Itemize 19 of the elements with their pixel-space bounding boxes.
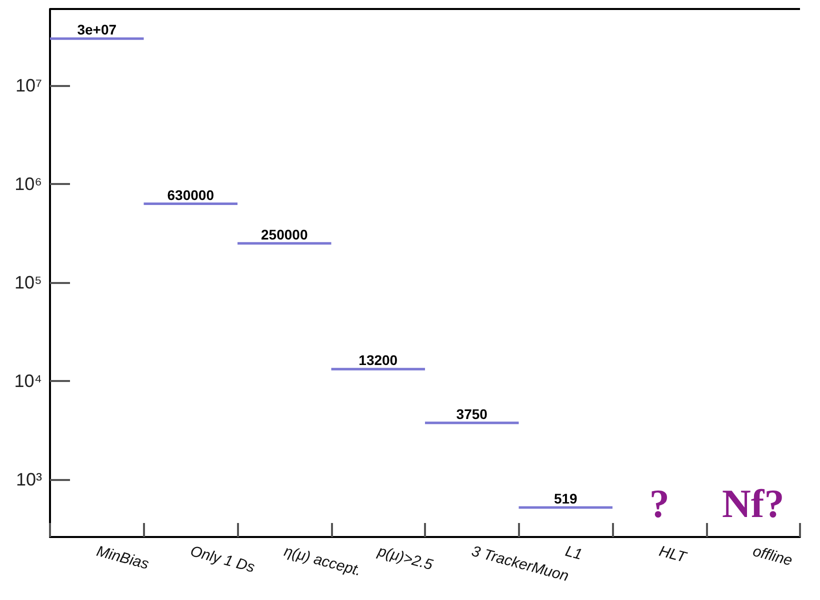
y-tick-label: 10⁴ bbox=[14, 370, 42, 391]
y-tick-label: 10⁵ bbox=[14, 272, 42, 293]
data-label: 3e+07 bbox=[77, 22, 117, 38]
x-tick-label: HLT bbox=[657, 542, 690, 567]
x-tick-label: Only 1 Ds bbox=[188, 542, 257, 576]
annotation: Nf? bbox=[722, 480, 784, 526]
y-tick-label: 10³ bbox=[16, 469, 42, 490]
x-tick-label: η(μ) accept. bbox=[282, 542, 363, 580]
x-tick-label: MinBias bbox=[94, 542, 152, 574]
annotation: ? bbox=[649, 480, 670, 526]
y-tick-label: 10⁶ bbox=[14, 174, 42, 194]
data-label: 519 bbox=[554, 490, 578, 506]
data-label: 3750 bbox=[456, 406, 488, 422]
y-tick-label: 10⁷ bbox=[15, 76, 42, 96]
x-tick-label: offline bbox=[750, 542, 794, 570]
data-label: 250000 bbox=[261, 226, 308, 242]
data-label: 13200 bbox=[358, 352, 398, 368]
x-tick-label: p(μ)>2.5 bbox=[374, 542, 436, 574]
data-label: 630000 bbox=[167, 186, 214, 203]
